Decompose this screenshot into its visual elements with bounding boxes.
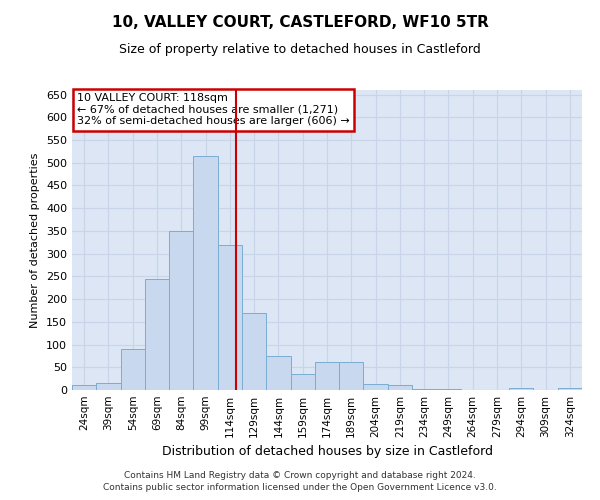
Bar	[412, 388, 436, 390]
Bar	[436, 388, 461, 390]
Bar	[388, 386, 412, 390]
Bar	[266, 356, 290, 390]
Bar	[339, 362, 364, 390]
Text: 10, VALLEY COURT, CASTLEFORD, WF10 5TR: 10, VALLEY COURT, CASTLEFORD, WF10 5TR	[112, 15, 488, 30]
Bar	[218, 244, 242, 390]
Bar	[558, 388, 582, 390]
Bar	[315, 362, 339, 390]
Text: Size of property relative to detached houses in Castleford: Size of property relative to detached ho…	[119, 42, 481, 56]
Text: 10 VALLEY COURT: 118sqm
← 67% of detached houses are smaller (1,271)
32% of semi: 10 VALLEY COURT: 118sqm ← 67% of detache…	[77, 93, 350, 126]
Text: Contains public sector information licensed under the Open Government Licence v3: Contains public sector information licen…	[103, 484, 497, 492]
Bar	[72, 386, 96, 390]
Bar	[121, 349, 145, 390]
X-axis label: Distribution of detached houses by size in Castleford: Distribution of detached houses by size …	[161, 446, 493, 458]
Bar	[364, 384, 388, 390]
Y-axis label: Number of detached properties: Number of detached properties	[31, 152, 40, 328]
Bar	[145, 278, 169, 390]
Bar	[509, 388, 533, 390]
Bar	[96, 383, 121, 390]
Bar	[193, 156, 218, 390]
Bar	[242, 312, 266, 390]
Bar	[169, 231, 193, 390]
Bar	[290, 374, 315, 390]
Text: Contains HM Land Registry data © Crown copyright and database right 2024.: Contains HM Land Registry data © Crown c…	[124, 471, 476, 480]
